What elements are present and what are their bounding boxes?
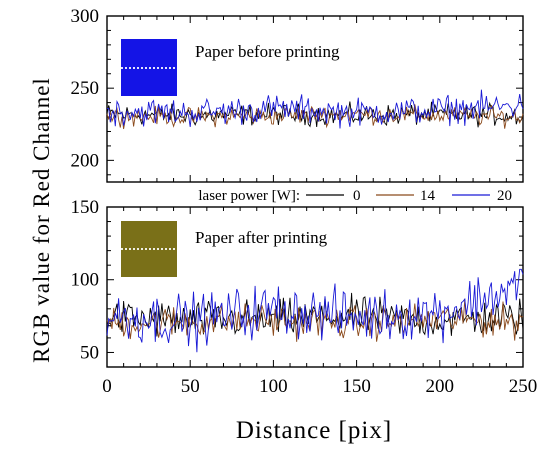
x-tick-label: 200 [426, 376, 455, 397]
panel-series [106, 89, 524, 130]
series-line-20W [106, 89, 524, 129]
panel-ticks: 200 250 300 [71, 6, 524, 182]
panel-annotation: Paper after printing [195, 228, 328, 247]
x-tick-label: 250 [509, 376, 538, 397]
y-tick-label: 100 [71, 270, 100, 291]
y-axis-label: RGB value for Red Channel [29, 77, 54, 363]
panel-frame [106, 206, 524, 368]
y-tick-label: 250 [71, 78, 100, 99]
panel-before-printing: 200 250 300 Paper before printing [71, 6, 524, 183]
panel-frame [106, 15, 524, 183]
x-tick-label: 50 [181, 376, 200, 397]
legend: laser power [W]: 0 14 20 [198, 188, 512, 204]
y-tick-label: 150 [71, 197, 100, 218]
y-tick-label: 300 [71, 6, 100, 27]
y-tick-label: 200 [71, 150, 100, 171]
series-line-20W [106, 268, 524, 353]
x-tick-label: 0 [102, 376, 112, 397]
legend-title: laser power [W]: [198, 188, 300, 204]
legend-label-20: 20 [497, 188, 512, 204]
panel-annotation: Paper before printing [195, 42, 340, 61]
panel-series [106, 268, 524, 353]
legend-label-0: 0 [353, 188, 361, 204]
legend-label-14: 14 [420, 188, 436, 204]
x-tick-label: 100 [259, 376, 288, 397]
x-tick-label: 150 [342, 376, 371, 397]
x-axis-label: Distance [pix] [236, 417, 392, 444]
y-tick-label: 50 [80, 342, 99, 363]
